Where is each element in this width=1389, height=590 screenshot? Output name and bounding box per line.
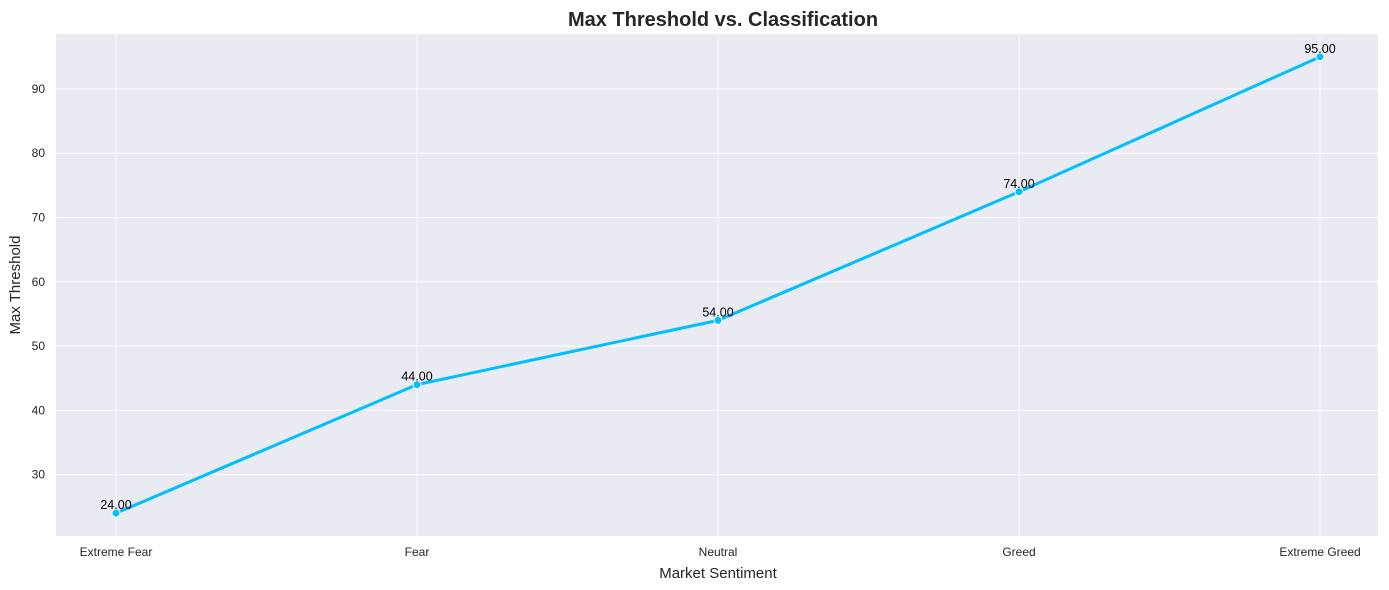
- y-axis-label: Max Threshold: [7, 236, 24, 335]
- data-label: 74.00: [1003, 177, 1034, 191]
- y-tick-label: 80: [32, 146, 46, 160]
- chart-title: Max Threshold vs. Classification: [568, 9, 878, 31]
- data-label: 95.00: [1304, 42, 1335, 56]
- y-tick-label: 50: [32, 339, 46, 353]
- data-label: 24.00: [100, 498, 131, 512]
- y-tick-label: 70: [32, 211, 46, 225]
- data-point: [1014, 187, 1024, 197]
- y-tick-label: 40: [32, 403, 46, 417]
- data-point: [1315, 52, 1325, 62]
- x-tick-labels: Extreme Fear Fear Neutral Greed Extreme Gree…: [80, 545, 1361, 559]
- points-layer: [111, 52, 1325, 518]
- plot-area: [56, 34, 1378, 536]
- data-point: [111, 508, 121, 518]
- gridlines: [56, 34, 1378, 536]
- x-tick-label: Greed: [1002, 545, 1035, 559]
- y-tick-label: 60: [32, 275, 46, 289]
- y-tick-label: 90: [32, 82, 46, 96]
- x-axis-label: Market Sentiment: [659, 565, 777, 582]
- y-tick-label: 30: [32, 468, 46, 482]
- x-tick-label: Extreme Fear: [80, 545, 153, 559]
- data-point: [412, 380, 422, 390]
- data-point: [713, 315, 723, 325]
- x-tick-label: Neutral: [699, 545, 738, 559]
- x-tick-label: Extreme Greed: [1279, 545, 1360, 559]
- y-tick-labels: 30 40 50 60 70 80 90: [32, 82, 46, 482]
- x-tick-label: Fear: [405, 545, 430, 559]
- data-label: 44.00: [401, 370, 432, 384]
- data-label: 54.00: [702, 305, 733, 319]
- data-labels-layer: 24.00 44.00 54.00 74.00 95.00: [100, 42, 1335, 512]
